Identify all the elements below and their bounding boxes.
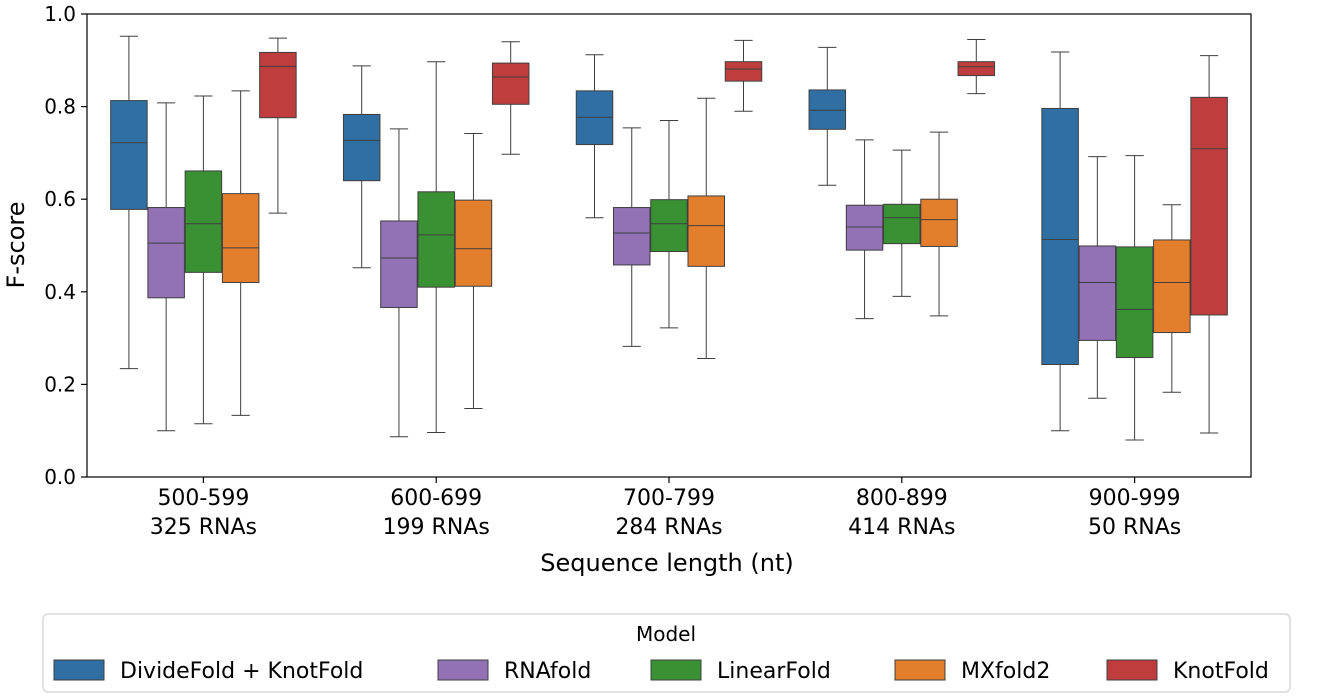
y-tick-label: 0.4 [44, 280, 76, 304]
legend-item: LinearFold [650, 659, 831, 684]
box-body [845, 204, 884, 251]
x-axis-label: Sequence length (nt) [540, 549, 794, 577]
plot-area [86, 13, 1252, 478]
box-body [1190, 96, 1228, 316]
box-body [650, 199, 688, 253]
box-linearfold-3 [883, 149, 921, 297]
legend-swatch [53, 659, 105, 681]
box-dividefold-knotfold-3 [808, 46, 847, 186]
box-mxfold2-2 [687, 97, 725, 359]
box-body [417, 191, 455, 288]
y-tick-label: 0.2 [44, 372, 76, 396]
box-body [259, 51, 297, 119]
x-tick-label: 700-799 [623, 486, 715, 511]
box-mxfold2-4 [1153, 204, 1191, 393]
box-body [920, 198, 958, 247]
box-knotfold-0 [259, 37, 297, 214]
box-body [883, 203, 921, 245]
box-body [724, 61, 763, 82]
box-dividefold-knotfold-0 [110, 35, 148, 370]
x-tick-label-count: 199 RNAs [383, 515, 490, 540]
box-body [808, 89, 847, 130]
box-knotfold-2 [724, 39, 763, 112]
box-body [380, 220, 418, 309]
legend-label: RNAfold [504, 659, 591, 684]
legend-swatch [650, 659, 702, 681]
x-tick-label-count: 414 RNAs [848, 515, 955, 540]
box-body [184, 170, 223, 273]
box-body [1041, 107, 1079, 365]
x-tick-label-count: 325 RNAs [150, 515, 257, 540]
box-mxfold2-0 [221, 90, 260, 416]
legend: Model DivideFold + KnotFold RNAfold Linear… [42, 613, 1291, 693]
box-linearfold-4 [1115, 155, 1154, 441]
y-axis-label: F-score [2, 202, 30, 289]
box-body [454, 199, 493, 287]
legend-item: KnotFold [1106, 659, 1269, 684]
x-tick-label: 800-899 [856, 486, 948, 511]
box-rnafold-0 [147, 102, 185, 432]
box-mxfold2-3 [920, 131, 958, 317]
box-body [957, 61, 996, 77]
x-tick-label: 600-699 [390, 486, 482, 511]
legend-item: DivideFold + KnotFold [53, 659, 363, 684]
y-axis: 0.0 0.2 0.4 0.6 0.8 1.0 [44, 2, 87, 489]
x-tick-label: 500-599 [157, 486, 249, 511]
legend-label: DivideFold + KnotFold [120, 659, 363, 684]
legend-label: MXfold2 [961, 659, 1050, 684]
box-body [613, 207, 651, 266]
box-body [342, 113, 381, 182]
legend-swatch [894, 659, 946, 681]
box-knotfold-1 [491, 41, 530, 155]
box-body [110, 100, 148, 210]
legend-frame [42, 613, 1291, 693]
box-rnafold-4 [1078, 156, 1117, 399]
y-tick-label: 0.0 [44, 465, 76, 489]
legend-items: DivideFold + KnotFold RNAfold LinearFold MX… [53, 659, 1269, 684]
legend-item: MXfold2 [894, 659, 1050, 684]
box-linearfold-1 [417, 61, 455, 434]
box-linearfold-2 [650, 119, 688, 329]
box-rnafold-2 [613, 127, 651, 347]
x-tick-label: 900-999 [1089, 486, 1181, 511]
box-rnafold-1 [380, 128, 418, 438]
x-axis: 500-599 325 RNAs 600-699 199 RNAs 700-799 284… [150, 477, 1181, 540]
box-body [221, 193, 260, 284]
box-rnafold-3 [845, 139, 884, 320]
y-tick-label: 0.8 [44, 95, 76, 119]
x-tick-label-count: 50 RNAs [1088, 515, 1181, 540]
box-mxfold2-1 [454, 132, 493, 409]
legend-swatch [437, 659, 489, 681]
box-body [1115, 246, 1154, 359]
box-body [491, 62, 530, 105]
x-tick-label-count: 284 RNAs [615, 515, 722, 540]
y-tick-label: 1.0 [44, 2, 76, 26]
box-body [1078, 245, 1117, 341]
legend-title: Model [636, 622, 696, 646]
box-knotfold-4 [1190, 55, 1228, 434]
box-dividefold-knotfold-2 [575, 54, 614, 219]
legend-label: LinearFold [717, 659, 831, 684]
legend-swatch [1106, 659, 1158, 681]
box-dividefold-knotfold-1 [342, 65, 381, 269]
legend-item: RNAfold [437, 659, 591, 684]
box-linearfold-0 [184, 95, 223, 425]
box-dividefold-knotfold-4 [1041, 51, 1079, 432]
box-body [147, 207, 185, 299]
box-knotfold-3 [957, 38, 996, 95]
box-body [687, 195, 725, 267]
y-tick-label: 0.6 [44, 187, 76, 211]
legend-label: KnotFold [1173, 659, 1269, 684]
box-body [1153, 239, 1191, 334]
